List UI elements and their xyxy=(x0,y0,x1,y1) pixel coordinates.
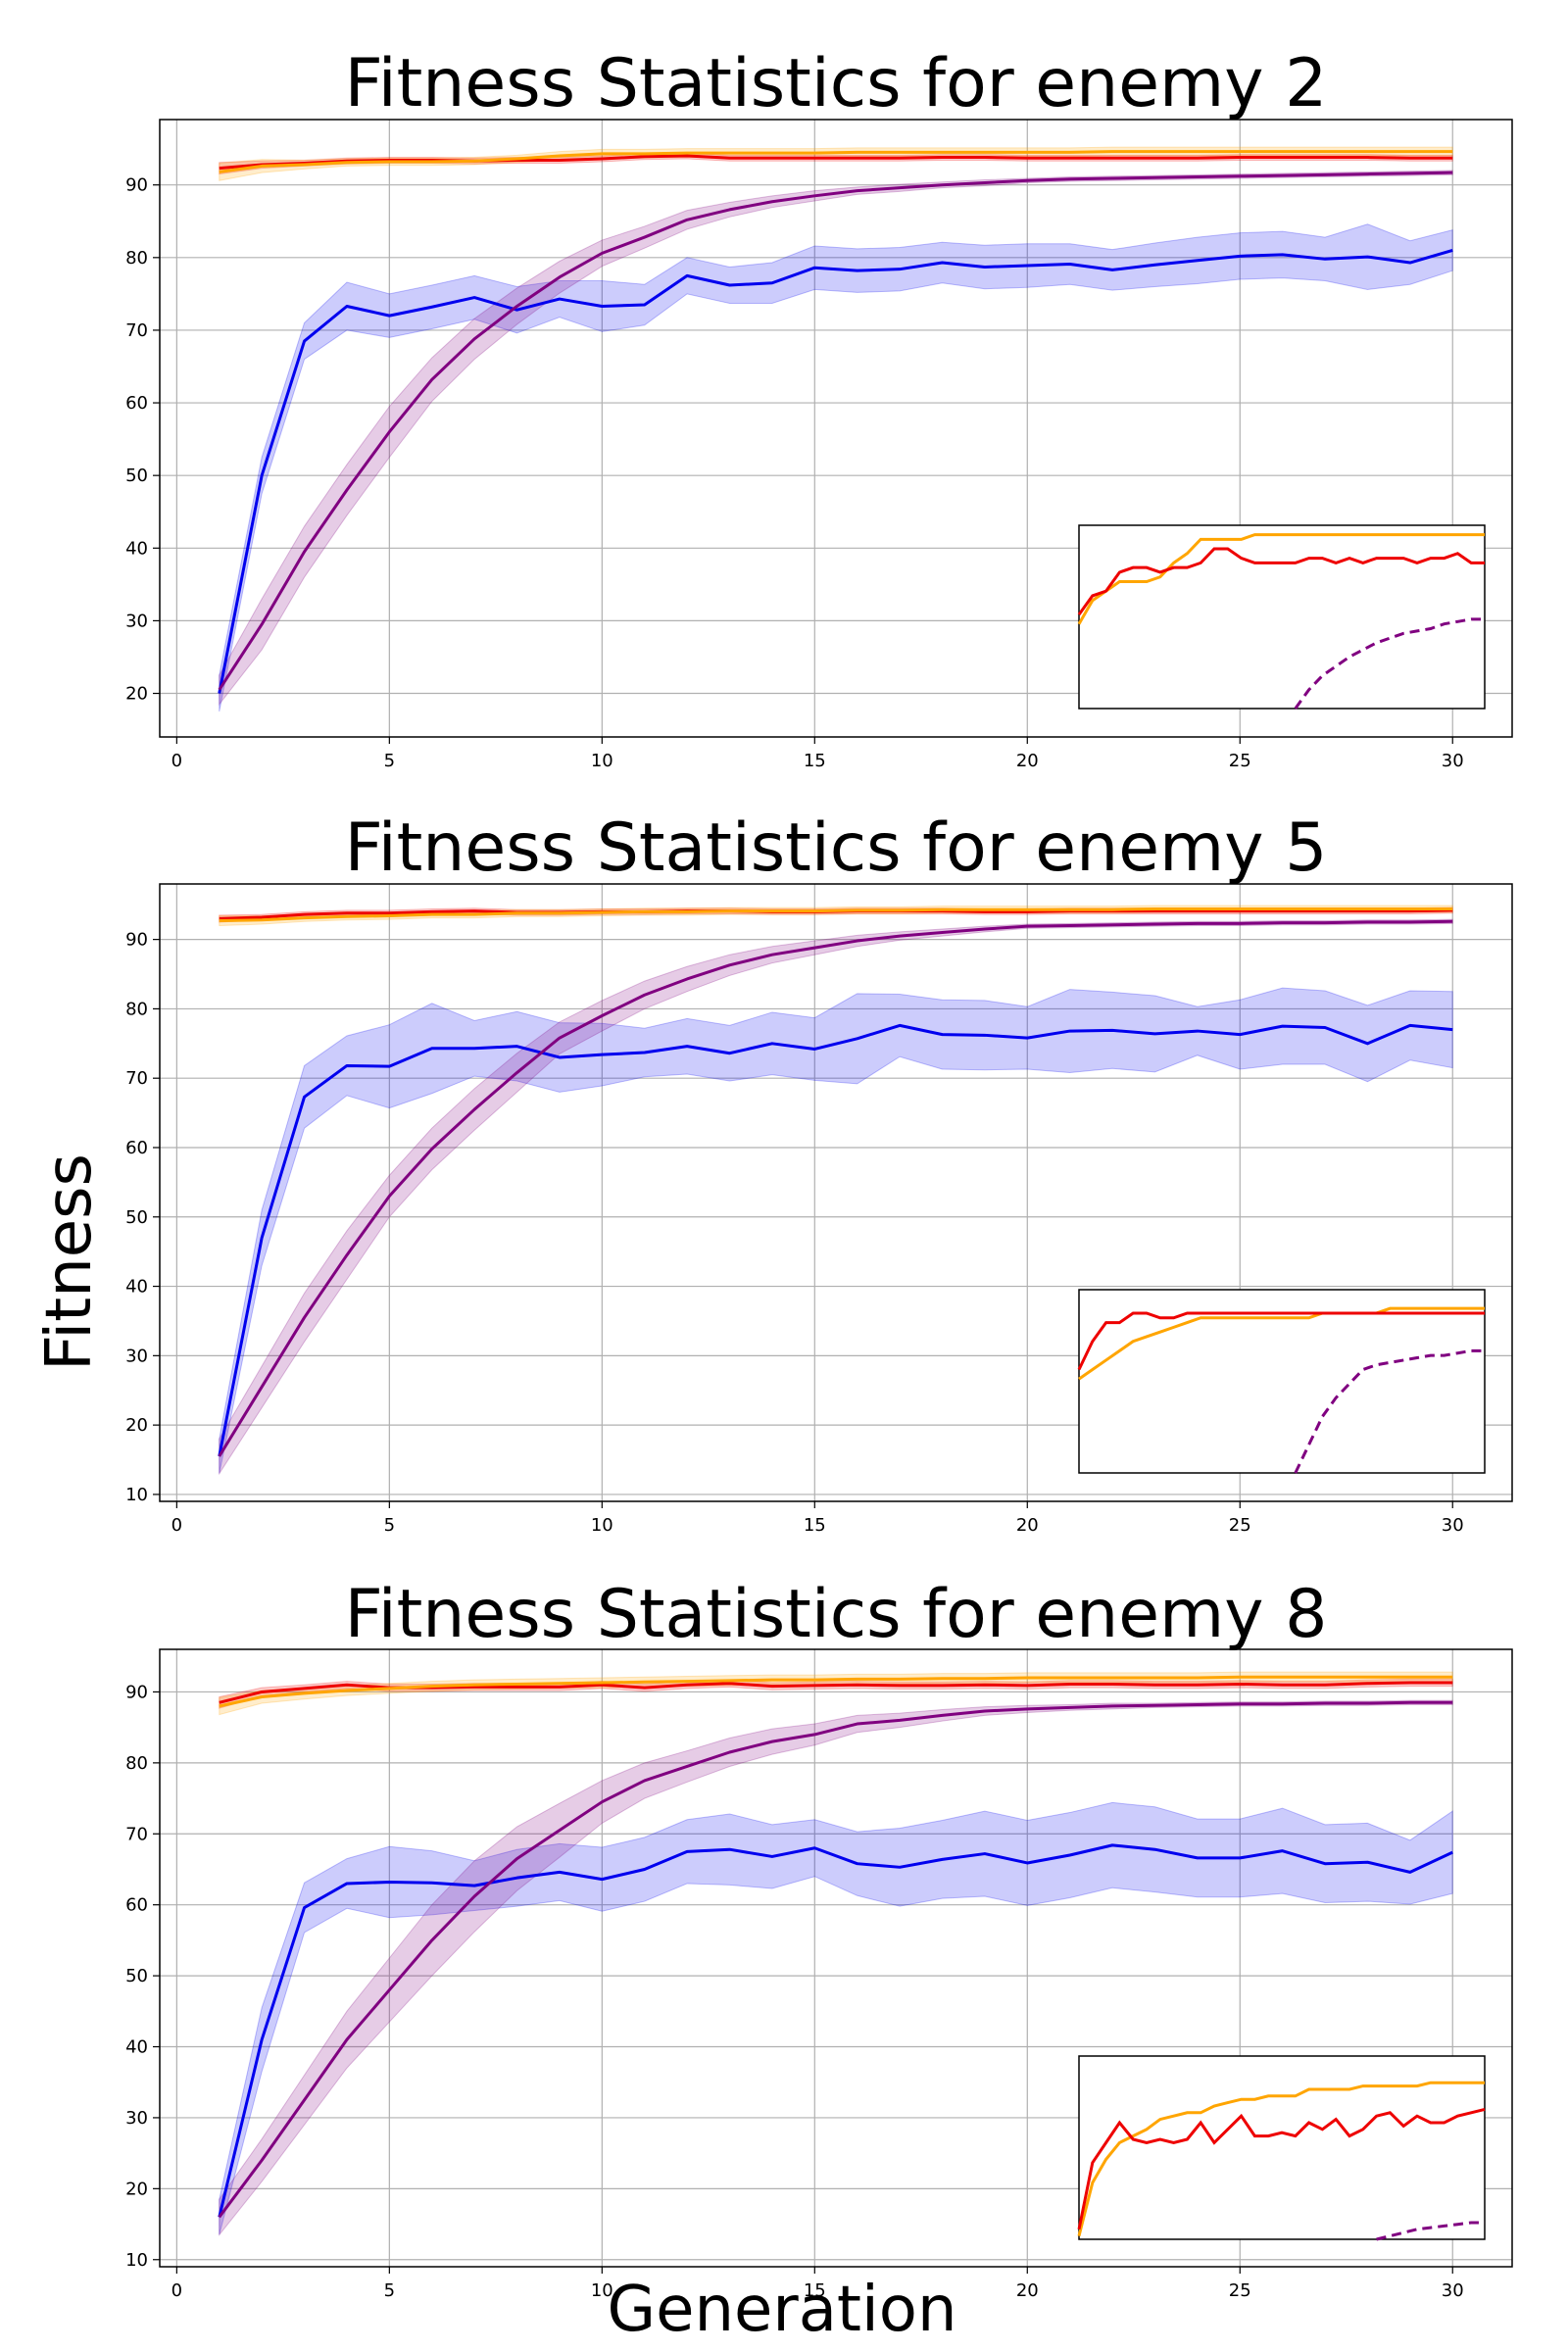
y-tick-label: 20 xyxy=(125,1415,148,1436)
x-tick-label: 10 xyxy=(591,2280,613,2301)
y-tick-label: 60 xyxy=(125,1895,148,1916)
y-tick-label: 70 xyxy=(125,1068,148,1089)
x-tick-label: 0 xyxy=(172,1515,182,1536)
y-tick-label: 40 xyxy=(125,1277,148,1298)
inset-purple-dashed-line xyxy=(1294,1348,1485,1474)
y-tick-label: 30 xyxy=(125,611,148,631)
figure-y-axis-label: Fitness xyxy=(33,1153,106,1371)
y-tick-label: 10 xyxy=(125,1485,148,1505)
inset-red-line xyxy=(1077,1311,1485,1371)
plot-frame xyxy=(159,1648,1513,2268)
figure-x-axis-label: Generation xyxy=(607,2274,956,2346)
inset-purple-dashed-line xyxy=(1294,617,1485,710)
purple-series-line xyxy=(218,919,1453,1457)
blue-series-line xyxy=(218,1023,1453,1457)
inset-frame xyxy=(1078,2055,1486,2240)
purple-std-band xyxy=(219,1699,1453,2236)
inset-red-line xyxy=(1077,547,1485,615)
x-tick-label: 15 xyxy=(804,751,826,771)
y-tick-label: 20 xyxy=(125,2179,148,2199)
x-tick-label: 0 xyxy=(172,2280,182,2301)
x-tick-label: 20 xyxy=(1016,1515,1039,1536)
x-tick-label: 25 xyxy=(1229,1515,1251,1536)
purple-std-band xyxy=(219,918,1453,1476)
inset-zoom xyxy=(1077,524,1486,710)
blue-series-line xyxy=(218,248,1453,694)
chart-3: Fitness Statistics for enemy 8 0 5 10 15 20 25… xyxy=(125,1576,1513,2301)
y-tick-label: 50 xyxy=(125,1966,148,1986)
y-tick-label: 80 xyxy=(125,1753,148,1774)
inset-zoom xyxy=(1077,2055,1486,2241)
x-tick-label: 15 xyxy=(804,2280,826,2301)
blue-std-band xyxy=(219,223,1453,712)
plot-frame xyxy=(159,883,1513,1502)
inset-frame xyxy=(1078,524,1486,710)
blue-std-band xyxy=(219,1801,1453,2235)
y-tick-label: 80 xyxy=(125,248,148,269)
plot-frame xyxy=(159,119,1513,738)
blue-series-line xyxy=(218,1843,1453,2218)
y-tick-label: 70 xyxy=(125,1824,148,1844)
inset-orange-line xyxy=(1077,533,1485,625)
chart-title: Fitness Statistics for enemy 5 xyxy=(345,809,1328,887)
y-tick-label: 60 xyxy=(125,393,148,414)
orange-series-line xyxy=(219,906,1453,923)
inset-purple-dashed-line xyxy=(1376,2221,1485,2241)
y-tick-label: 80 xyxy=(125,999,148,1019)
inset-red-line xyxy=(1077,2107,1486,2230)
x-tick-label: 30 xyxy=(1442,2280,1464,2301)
y-tick-label: 10 xyxy=(125,2250,148,2271)
x-tick-label: 30 xyxy=(1442,751,1464,771)
y-tick-label: 20 xyxy=(125,684,148,705)
y-tick-label: 90 xyxy=(125,930,148,951)
chart-title: Fitness Statistics for enemy 8 xyxy=(345,1576,1328,1653)
x-tick-label: 0 xyxy=(172,751,182,771)
x-tick-label: 25 xyxy=(1229,751,1251,771)
y-tick-label: 90 xyxy=(125,1682,148,1702)
x-tick-label: 20 xyxy=(1016,2280,1039,2301)
inset-zoom xyxy=(1077,1289,1486,1474)
purple-series-line xyxy=(218,1700,1453,2219)
y-tick-label: 40 xyxy=(125,2037,148,2058)
inset-orange-line xyxy=(1077,2081,1485,2236)
x-tick-label: 30 xyxy=(1442,1515,1464,1536)
chart-title: Fitness Statistics for enemy 2 xyxy=(345,45,1328,122)
x-tick-label: 15 xyxy=(804,1515,826,1536)
purple-series-line xyxy=(218,171,1453,691)
y-tick-label: 50 xyxy=(125,466,148,486)
orange-series-line xyxy=(219,150,1453,173)
chart-1: Fitness Statistics for enemy 2 0 5 10 15 20 25… xyxy=(125,45,1513,771)
y-tick-label: 60 xyxy=(125,1138,148,1158)
y-tick-label: 30 xyxy=(125,1346,148,1366)
inset-orange-line xyxy=(1078,1306,1485,1381)
orange-series-line xyxy=(219,1675,1453,1708)
x-tick-label: 5 xyxy=(384,1515,395,1536)
x-tick-label: 5 xyxy=(384,2280,395,2301)
blue-std-band xyxy=(219,987,1453,1474)
x-tick-label: 20 xyxy=(1016,751,1039,771)
chart-2: Fitness Statistics for enemy 5 0 5 10 15 20 25… xyxy=(125,809,1513,1536)
x-tick-label: 25 xyxy=(1229,2280,1251,2301)
inset-frame xyxy=(1078,1289,1486,1474)
y-tick-label: 40 xyxy=(125,538,148,559)
y-tick-label: 70 xyxy=(125,320,148,341)
x-tick-label: 5 xyxy=(384,751,395,771)
purple-std-band xyxy=(219,170,1453,707)
y-tick-label: 50 xyxy=(125,1207,148,1228)
y-tick-label: 30 xyxy=(125,2108,148,2129)
x-tick-label: 10 xyxy=(591,1515,613,1536)
x-tick-label: 10 xyxy=(591,751,613,771)
y-tick-label: 90 xyxy=(125,175,148,196)
